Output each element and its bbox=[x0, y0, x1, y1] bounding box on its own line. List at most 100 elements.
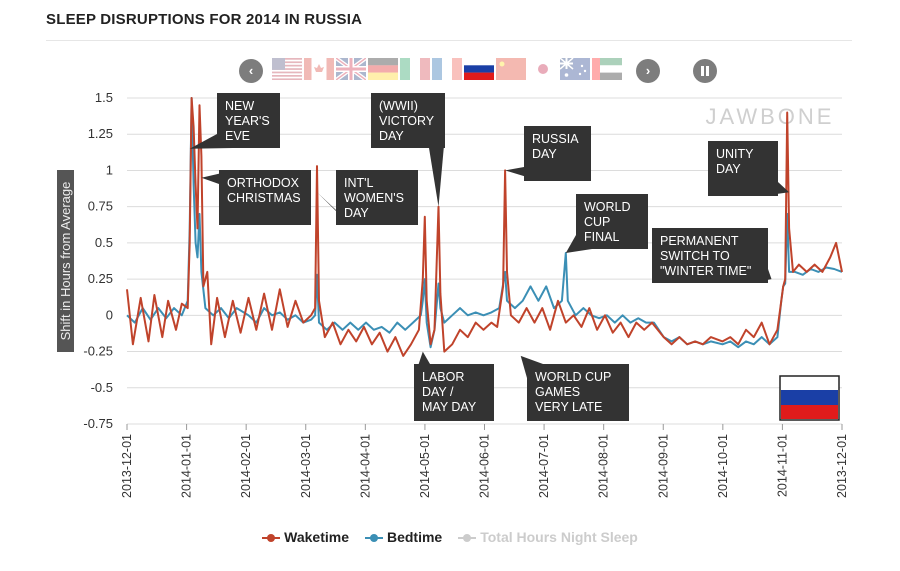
china-flag-icon[interactable] bbox=[496, 58, 526, 80]
x-tick-label: 2013-12-01 bbox=[120, 434, 134, 498]
x-tick-label: 2013-12-01 bbox=[835, 434, 849, 498]
annotation-text: FINAL bbox=[584, 230, 619, 244]
x-tick-label: 2014-06-01 bbox=[478, 434, 492, 498]
y-axis-ticks: 1.5 1.25 1 0.75 0.5 0.25 0 -0.25 -0.5 -0.75 bbox=[83, 90, 113, 431]
russia-flag-badge-icon bbox=[779, 375, 840, 421]
series-line-waketime bbox=[126, 97, 843, 357]
jawbone-watermark: JAWBONE bbox=[706, 104, 835, 129]
x-tick-label: 2014-01-01 bbox=[180, 434, 194, 498]
chart-legend: Waketime Bedtime Total Hours Night Sleep bbox=[0, 529, 900, 545]
annotation-text: VERY LATE bbox=[535, 400, 602, 414]
legend-item[interactable]: Waketime bbox=[262, 529, 349, 545]
x-tick-label: 2014-09-01 bbox=[656, 434, 670, 498]
annotation-text: (WWII) bbox=[379, 99, 418, 113]
pause-icon-bar bbox=[706, 66, 709, 76]
annotation-text: MAY DAY bbox=[422, 400, 477, 414]
chevron-left-icon: ‹ bbox=[248, 63, 254, 78]
annotation-text: ORTHODOX bbox=[227, 176, 300, 190]
legend-label: Total Hours Night Sleep bbox=[480, 529, 638, 545]
legend-item[interactable]: Bedtime bbox=[364, 529, 443, 545]
annotation-text: "WINTER TIME" bbox=[660, 264, 751, 278]
canada-flag-icon[interactable] bbox=[304, 58, 334, 80]
y-tick-label: 0 bbox=[106, 307, 113, 322]
annotation-text: NEW bbox=[225, 99, 254, 113]
annotation-text: SWITCH TO bbox=[660, 249, 730, 263]
y-axis-label-group: Shift in Hours from Average bbox=[57, 170, 74, 352]
annotation-text: CHRISTMAS bbox=[227, 191, 301, 205]
annotation-text: PERMANENT bbox=[660, 234, 739, 248]
germany-flag-icon[interactable] bbox=[368, 58, 398, 80]
y-tick-label: -0.75 bbox=[83, 416, 113, 431]
title-divider bbox=[46, 40, 852, 41]
uae-flag-icon[interactable] bbox=[592, 58, 622, 80]
page-title: SLEEP DISRUPTIONS FOR 2014 IN RUSSIA bbox=[46, 11, 363, 28]
pause-button[interactable] bbox=[693, 59, 717, 83]
annotation-text: WORLD CUP bbox=[535, 370, 611, 384]
y-tick-label: 0.75 bbox=[88, 199, 113, 214]
annotation-text: INT'L bbox=[344, 176, 374, 190]
annotation-text: DAY bbox=[379, 129, 404, 143]
annotation-text: DAY / bbox=[422, 385, 454, 399]
france-flag-icon[interactable] bbox=[432, 58, 462, 80]
legend-marker-icon bbox=[364, 532, 383, 544]
annotation-text: LABOR bbox=[422, 370, 464, 384]
y-tick-label: 1 bbox=[106, 162, 113, 177]
x-tick-label: 2014-07-01 bbox=[537, 434, 551, 498]
x-tick-label: 2014-02-01 bbox=[239, 434, 253, 498]
series-lines bbox=[126, 97, 843, 357]
x-tick-label: 2014-08-01 bbox=[597, 434, 611, 498]
annotation-text: DAY bbox=[716, 162, 741, 176]
y-tick-label: -0.25 bbox=[83, 344, 113, 359]
legend-marker-icon bbox=[262, 532, 281, 544]
annotation-text: YEAR'S bbox=[225, 114, 270, 128]
annotation-text: DAY bbox=[344, 206, 369, 220]
annotation-text: RUSSIA bbox=[532, 132, 579, 146]
y-axis-label: Shift in Hours from Average bbox=[58, 182, 73, 341]
annotation-callouts: NEWYEAR'SEVEORTHODOXCHRISTMASINT'LWOMEN'… bbox=[189, 93, 790, 421]
x-tick-label: 2014-04-01 bbox=[358, 434, 372, 498]
annotation-text: DAY bbox=[532, 147, 557, 161]
russia-flag-icon[interactable] bbox=[464, 58, 494, 80]
pause-icon bbox=[701, 66, 704, 76]
legend-label: Bedtime bbox=[386, 529, 443, 545]
annotation-text: CUP bbox=[584, 215, 610, 229]
legend-marker-icon bbox=[458, 532, 477, 544]
x-tick-label: 2014-05-01 bbox=[418, 434, 432, 498]
y-tick-label: -0.5 bbox=[91, 380, 113, 395]
y-tick-label: 1.5 bbox=[95, 90, 113, 105]
annotation-text: WORLD bbox=[584, 200, 631, 214]
sleep-chart: JAWBONE 1.5 1.25 1 0.75 0.5 0.25 0 -0.25 -0.5 -0.… bbox=[57, 90, 849, 498]
uk-flag-icon[interactable] bbox=[334, 56, 368, 82]
us-flag-icon[interactable] bbox=[272, 58, 302, 81]
x-tick-label: 2014-10-01 bbox=[716, 434, 730, 498]
y-tick-label: 0.25 bbox=[88, 271, 113, 286]
chevron-right-icon: › bbox=[645, 63, 651, 78]
annotation-text: VICTORY bbox=[379, 114, 435, 128]
legend-item[interactable]: Total Hours Night Sleep bbox=[458, 529, 638, 545]
next-button[interactable]: › bbox=[636, 59, 660, 83]
y-axis-label-bg bbox=[57, 170, 74, 352]
y-tick-label: 0.5 bbox=[95, 235, 113, 250]
annotation-text: WOMEN'S bbox=[344, 191, 404, 205]
y-tick-label: 1.25 bbox=[88, 126, 113, 141]
annotation-text: EVE bbox=[225, 129, 250, 143]
annotation-text: GAMES bbox=[535, 385, 580, 399]
japan-flag-icon[interactable] bbox=[528, 58, 558, 80]
prev-button[interactable]: ‹ bbox=[239, 59, 263, 83]
x-axis-ticks: 2013-12-01 2014-01-01 2014-02-01 2014-03-01… bbox=[120, 424, 849, 498]
australia-flag-icon[interactable] bbox=[559, 57, 590, 80]
x-tick-label: 2014-11-01 bbox=[775, 434, 789, 497]
x-tick-label: 2014-03-01 bbox=[299, 434, 313, 498]
series-line-bedtime bbox=[126, 97, 843, 349]
italy-flag-icon[interactable] bbox=[400, 58, 430, 80]
annotation-text: UNITY bbox=[716, 147, 754, 161]
